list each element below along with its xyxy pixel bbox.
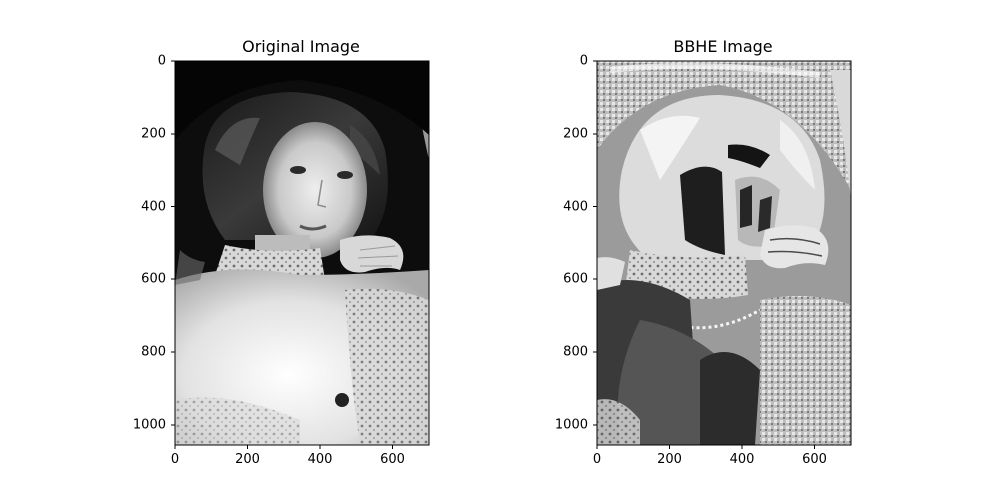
- ticks-original: [171, 60, 393, 449]
- x-tick-label: 200: [657, 452, 682, 467]
- y-tick-label: 800: [563, 344, 588, 360]
- y-tick-label: 1000: [554, 417, 588, 433]
- panel-title-bbhe: BBHE Image: [673, 37, 773, 56]
- panel-title-original: Original Image: [242, 37, 360, 56]
- y-tick-label: 800: [141, 344, 166, 360]
- x-tick-label: 600: [802, 452, 827, 467]
- y-tick-label: 600: [141, 271, 166, 287]
- axes-frame-bbhe: [596, 60, 852, 446]
- axes-frame-original: [174, 60, 430, 446]
- y-tick-label: 200: [141, 126, 166, 142]
- x-tick-label: 200: [235, 452, 260, 467]
- x-tick-label: 400: [307, 452, 333, 467]
- y-tick-label: 1000: [132, 417, 166, 433]
- original-image: [175, 61, 429, 445]
- y-tick-label: 0: [579, 53, 588, 69]
- x-tick-label: 0: [592, 452, 602, 467]
- bbhe-image: [597, 61, 851, 445]
- x-tick-label: 600: [380, 452, 405, 467]
- x-tick-label: 0: [170, 452, 180, 467]
- y-tick-label: 400: [141, 199, 166, 214]
- y-tick-label: 0: [157, 53, 166, 69]
- y-tick-label: 200: [563, 126, 588, 142]
- x-tick-label: 400: [729, 452, 755, 467]
- ticks-bbhe: [593, 60, 815, 449]
- y-tick-label: 400: [563, 199, 588, 214]
- y-tick-label: 600: [563, 271, 588, 287]
